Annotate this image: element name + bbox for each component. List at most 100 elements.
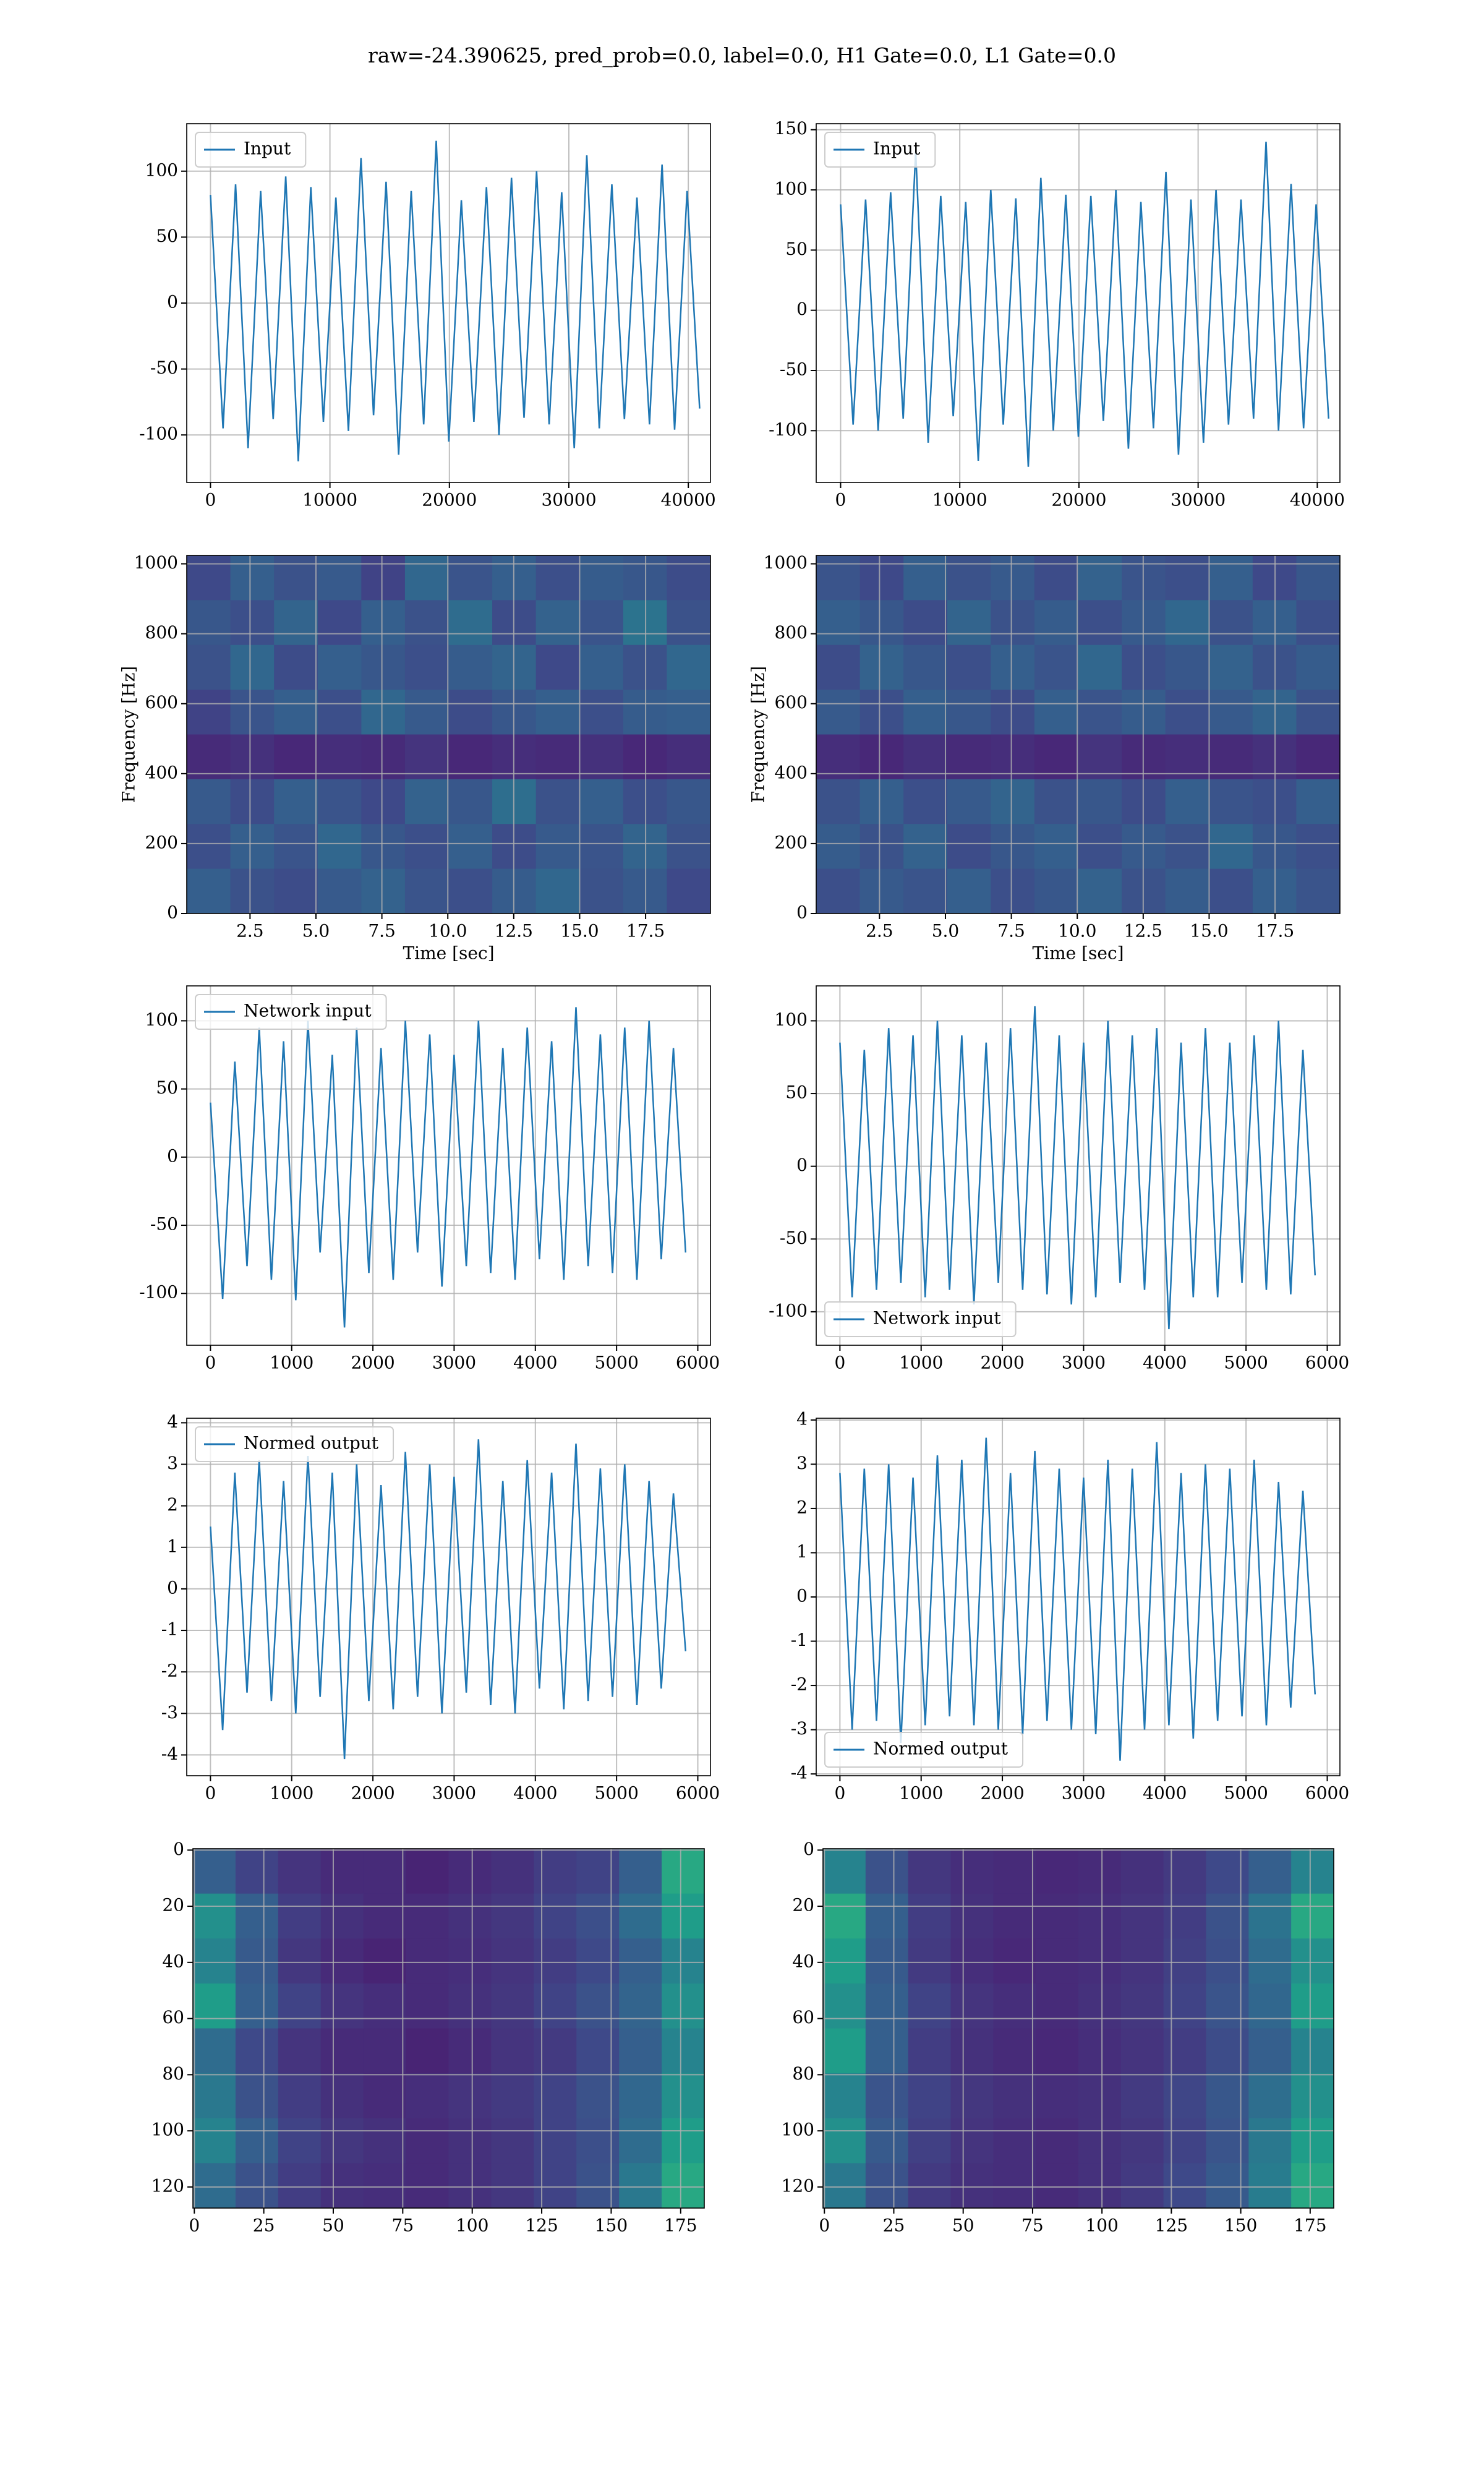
heatmap-cell (865, 2028, 909, 2074)
heatmap-cell (1036, 2163, 1079, 2209)
heatmap-cell (1165, 779, 1209, 824)
subplot: 0 1000 2000 3000 4000 5000 6000 -100 -50 0 50 100 Ne… (139, 985, 720, 1373)
heatmap-cell (534, 2073, 577, 2119)
heatmap-cell (193, 1849, 236, 1894)
heatmap-cell (903, 779, 948, 824)
heatmap-cell (406, 1983, 449, 2029)
subplot: 0 10000 20000 30000 40000 -100 -50 0 50 100 Input (139, 123, 716, 510)
heatmap-cell (1120, 1938, 1164, 1984)
heatmap-cell (534, 1938, 577, 1984)
x-tick-label: 0 (205, 1783, 216, 1804)
heatmap-cell (1034, 690, 1078, 735)
heatmap-cell (230, 644, 275, 690)
heatmap-cell (1209, 868, 1253, 914)
y-tick-label: 0 (167, 1577, 178, 1598)
heatmap-cell (1291, 1849, 1334, 1894)
y-tick-label: 100 (151, 2120, 184, 2140)
heatmap-cell (317, 690, 362, 735)
x-tick-label: 25 (883, 2215, 905, 2236)
heatmap-cell (317, 868, 362, 914)
heatmap-cell (903, 600, 948, 646)
x-tick-label: 100 (1085, 2215, 1118, 2236)
x-tick-label: 2000 (980, 1353, 1024, 1373)
heatmap-cell (406, 2073, 449, 2119)
heatmap-cell (278, 1938, 322, 1984)
heatmap-cell (859, 868, 904, 914)
heatmap-cell (993, 1983, 1036, 2029)
signal-line (840, 142, 1329, 467)
heatmap-cell (535, 600, 580, 646)
heatmap-cell (993, 1893, 1036, 1939)
heatmap-cell (1296, 779, 1341, 824)
y-axis-label: Frequency [Hz] (748, 666, 769, 803)
heatmap-cell (1296, 734, 1341, 780)
heatmap-cell (667, 644, 711, 690)
heatmap-cell (576, 1983, 620, 2029)
heatmap-cell (865, 1938, 909, 1984)
legend-box (824, 132, 936, 168)
y-tick-label: 800 (775, 622, 808, 643)
y-tick-label: 3 (167, 1453, 178, 1473)
heatmap-cell (579, 868, 624, 914)
heatmap-cell (576, 1938, 620, 1984)
heatmap-cell (491, 1893, 534, 1939)
y-tick-label: 100 (145, 160, 178, 180)
heatmap-cell (235, 1893, 279, 1939)
x-axis-label: Time [sec] (1032, 943, 1124, 964)
signal-line (839, 1437, 1316, 1761)
heatmap-cell (993, 1849, 1036, 1894)
x-tick-label: 3000 (432, 1783, 476, 1804)
heatmap-cell (1209, 824, 1253, 870)
heatmap-cell (903, 868, 948, 914)
heatmap-cell (535, 644, 580, 690)
heatmap-cell (816, 779, 861, 824)
legend: Input (195, 132, 307, 168)
heatmap-cell (1120, 1849, 1164, 1894)
x-tick-label: 0 (189, 2215, 200, 2236)
heatmap-cell (1209, 779, 1253, 824)
heatmap-cell (579, 555, 624, 601)
heatmap-cell (908, 2118, 951, 2164)
heatmap-cell (1034, 600, 1078, 646)
x-tick-label: 0 (205, 1353, 216, 1373)
y-tick-label: -2 (791, 1674, 808, 1695)
heatmap-cell (1296, 600, 1341, 646)
heatmap-cell (448, 779, 493, 824)
heatmap-cell (448, 1983, 492, 2029)
heatmap-cell (991, 868, 1035, 914)
heatmap-cell (619, 1849, 662, 1894)
heatmap-cell (278, 2163, 322, 2209)
axes-frame (186, 985, 711, 1346)
heatmap-cell (1034, 868, 1078, 914)
heatmap-cell (1163, 1938, 1206, 1984)
legend-box (195, 132, 307, 168)
heatmap-cell (361, 690, 406, 735)
x-tick-label: 1000 (270, 1783, 313, 1804)
x-tick-label: 10000 (932, 490, 987, 510)
heatmap-cell (274, 555, 318, 601)
heatmap-cell (361, 555, 406, 601)
heatmap-cell (363, 1849, 407, 1894)
heatmap-cell (317, 644, 362, 690)
legend: Normed output (824, 1732, 1024, 1768)
heatmap-cell (865, 1983, 909, 2029)
axes-frame (822, 1848, 1334, 2209)
heatmap-cell (404, 600, 449, 646)
heatmap-cell (1163, 1893, 1206, 1939)
heatmap-cell (993, 1938, 1036, 1984)
x-tick-label: 17.5 (1256, 921, 1294, 941)
heatmap-cell (950, 2163, 994, 2209)
heatmap-cell (363, 2118, 407, 2164)
y-tick-label: 1000 (134, 552, 178, 573)
heatmap-cell (865, 2118, 909, 2164)
heatmap-cell (274, 779, 318, 824)
heatmap-cell (448, 2118, 492, 2164)
x-tick-label: 100 (456, 2215, 488, 2236)
heatmap-cell (991, 644, 1035, 690)
heatmap-cell (363, 1938, 407, 1984)
heatmap-cell (908, 1849, 951, 1894)
x-tick-label: 2000 (351, 1353, 394, 1373)
x-tick-label: 7.5 (368, 921, 396, 941)
y-tick-label: -50 (780, 1228, 808, 1248)
x-tick-label: 2.5 (236, 921, 264, 941)
